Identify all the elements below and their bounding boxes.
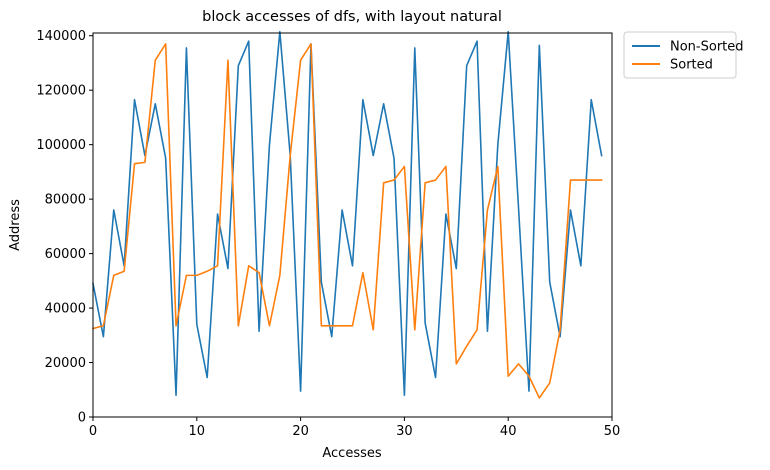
y-tick-label: 80000 (45, 193, 86, 208)
series-line-non-sorted (92, 30, 603, 397)
x-axis-label: Accesses (322, 446, 382, 461)
legend-label-non-sorted: Non-Sorted (670, 40, 744, 55)
y-tick-label: 0 (78, 411, 86, 426)
plot-area (92, 30, 603, 399)
y-tick-label: 60000 (45, 247, 86, 262)
y-tick-label: 120000 (36, 84, 86, 99)
legend-frame (623, 31, 737, 79)
x-tick-label: 0 (89, 424, 97, 439)
y-tick-label: 140000 (36, 29, 86, 44)
y-tick-label: 20000 (45, 356, 86, 371)
x-tick-label: 30 (396, 424, 413, 439)
x-tick-label: 10 (189, 424, 206, 439)
legend-label-sorted: Sorted (670, 58, 713, 73)
x-tick-label: 50 (604, 424, 621, 439)
series-line-sorted (92, 43, 603, 399)
y-axis: 0 20000 40000 60000 80000 100000 120000 140000 (36, 29, 93, 426)
x-tick-label: 20 (292, 424, 309, 439)
x-tick-label: 40 (500, 424, 517, 439)
chart-title: block accesses of dfs, with layout natur… (202, 9, 502, 25)
legend: Non-Sorted Sorted (623, 31, 744, 79)
y-axis-label: Address (8, 199, 23, 251)
y-tick-label: 100000 (36, 138, 86, 153)
x-axis: 0 10 20 30 40 50 (89, 417, 620, 439)
plot-frame (92, 32, 613, 418)
y-tick-label: 40000 (45, 302, 86, 317)
